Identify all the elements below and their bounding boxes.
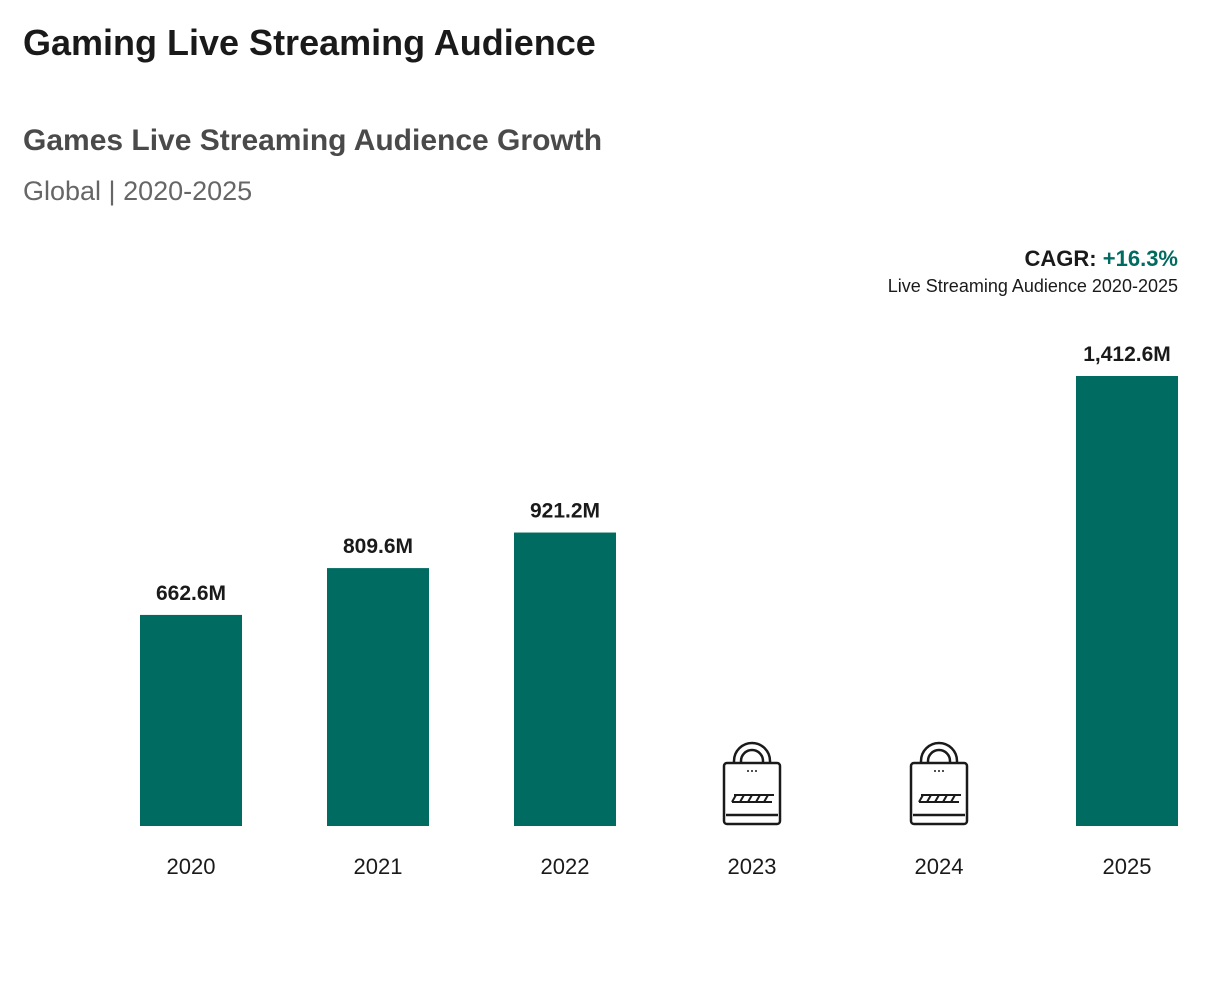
lock-icon bbox=[909, 741, 969, 826]
x-tick-2024: 2024 bbox=[915, 854, 964, 879]
x-tick-2023: 2023 bbox=[728, 854, 777, 879]
page-title: Gaming Live Streaming Audience bbox=[23, 22, 596, 63]
data-label-2020: 662.6M bbox=[156, 582, 226, 605]
bar-2025 bbox=[1076, 376, 1178, 826]
cagr-label: CAGR: bbox=[1024, 246, 1097, 271]
x-tick-2025: 2025 bbox=[1103, 854, 1152, 879]
bar-2020 bbox=[140, 614, 242, 826]
cagr-annotation: CAGR: +16.3% Live Streaming Audience 202… bbox=[888, 246, 1178, 297]
x-tick-2022: 2022 bbox=[541, 854, 590, 879]
x-tick-2020: 2020 bbox=[167, 854, 216, 879]
lock-icon bbox=[722, 741, 782, 826]
bar-2021 bbox=[327, 568, 429, 826]
data-label-2021: 809.6M bbox=[343, 535, 413, 558]
chart-subtitle: Global | 2020-2025 bbox=[23, 176, 253, 206]
cagr-description: Live Streaming Audience 2020-2025 bbox=[887, 276, 1178, 296]
cagr-value: +16.3% bbox=[1102, 246, 1178, 271]
bar-2022 bbox=[514, 532, 616, 826]
x-tick-2021: 2021 bbox=[354, 854, 403, 879]
data-label-2025: 1,412.6M bbox=[1083, 343, 1171, 366]
data-label-2022: 921.2M bbox=[530, 500, 600, 523]
chart-title: Games Live Streaming Audience Growth bbox=[23, 124, 603, 157]
